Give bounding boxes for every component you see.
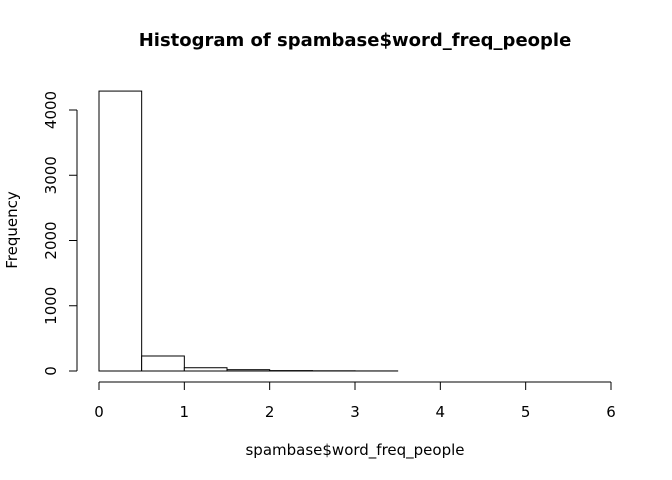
y-axis-label: Frequency (3, 191, 21, 269)
y-tick-label: 3000 (42, 156, 60, 194)
x-axis: 0 1 2 3 4 5 6 (94, 381, 616, 421)
y-axis: 0 1000 2000 3000 4000 (42, 91, 78, 376)
y-tick-label: 0 (42, 366, 60, 376)
x-axis-label: spambase$word_freq_people (245, 441, 464, 460)
histogram-bar (226, 369, 271, 372)
y-tick-label: 2000 (42, 221, 60, 259)
histogram-bar (141, 355, 185, 372)
x-tick-label: 0 (94, 403, 104, 421)
chart-title: Histogram of spambase$word_freq_people (139, 30, 572, 51)
y-tick-label: 1000 (42, 287, 60, 325)
y-tick-label: 4000 (42, 91, 60, 129)
x-tick-label: 6 (606, 403, 616, 421)
x-tick-label: 1 (180, 403, 190, 421)
histogram-bar (183, 367, 228, 372)
x-tick-label: 4 (436, 403, 446, 421)
histogram-bar (98, 90, 143, 372)
x-tick-label: 3 (350, 403, 360, 421)
bars-group (98, 90, 399, 372)
x-tick-label: 5 (521, 403, 531, 421)
x-tick-label: 2 (265, 403, 275, 421)
